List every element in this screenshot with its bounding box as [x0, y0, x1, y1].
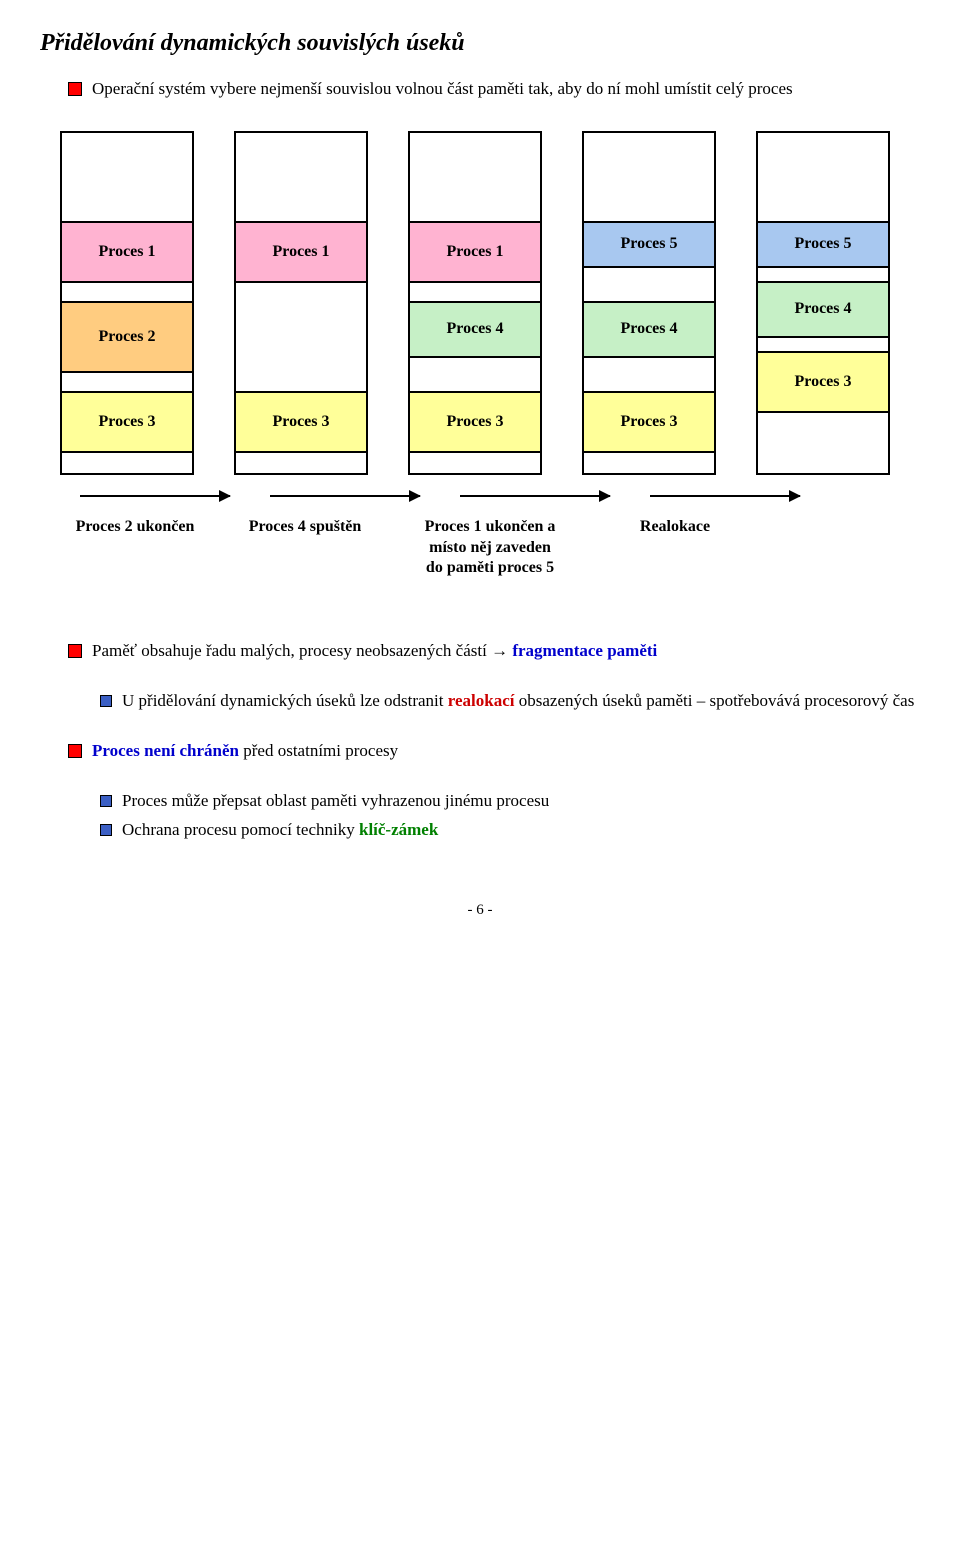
memory-block: [62, 133, 192, 223]
bullet-subitem: U přidělování dynamických úseků lze odst…: [100, 689, 920, 713]
bullet-text: Paměť obsahuje řadu malých, procesy neob…: [92, 639, 657, 663]
memory-column: Proces 1 Proces 4 Proces 3: [408, 131, 542, 475]
arrow-icon: [650, 495, 800, 497]
bullet-item: Proces není chráněn před ostatními proce…: [68, 739, 920, 763]
arrow-labels-row: Proces 2 ukončenProces 4 spuštěnProces 1…: [50, 517, 920, 579]
memory-block: [62, 283, 192, 303]
memory-block: Proces 1: [410, 223, 540, 283]
memory-block: [758, 338, 888, 353]
memory-column: Proces 1 Proces 3: [234, 131, 368, 475]
memory-block: Proces 3: [758, 353, 888, 413]
memory-block: [410, 358, 540, 393]
memory-diagram: Proces 1 Proces 2 Proces 3 Proces 1 Proces 3…: [60, 131, 920, 475]
bullet-subitem: Ochrana procesu pomocí techniky klíč-zám…: [100, 818, 920, 842]
memory-block: [758, 268, 888, 283]
memory-block: [584, 133, 714, 223]
memory-column: Proces 5 Proces 4 Proces 3: [756, 131, 890, 475]
arrow-cell: [80, 495, 230, 497]
bullet-item: Paměť obsahuje řadu malých, procesy neob…: [68, 639, 920, 663]
memory-block: [758, 413, 888, 473]
memory-block: [236, 283, 366, 393]
memory-block: Proces 1: [236, 223, 366, 283]
bullet-item: Operační systém vybere nejmenší souvislo…: [68, 77, 920, 101]
bullet-icon: [68, 744, 82, 758]
arrow-cell: [650, 495, 800, 497]
memory-block: [62, 373, 192, 393]
arrow-label: Proces 4 spuštěn: [220, 517, 390, 579]
memory-block: [236, 133, 366, 223]
memory-block: [410, 283, 540, 303]
arrow-label: Proces 1 ukončen a místo něj zaveden do …: [390, 517, 590, 579]
memory-block: [62, 453, 192, 473]
arrow-label: Realokace: [590, 517, 760, 579]
arrow-label: Proces 2 ukončen: [50, 517, 220, 579]
memory-block: [410, 133, 540, 223]
arrows-row: [80, 495, 920, 497]
memory-block: Proces 5: [758, 223, 888, 268]
bullet-subitem: Proces může přepsat oblast paměti vyhraz…: [100, 789, 920, 813]
arrow-cell: [460, 495, 610, 497]
bullet-text: Proces není chráněn před ostatními proce…: [92, 739, 398, 763]
bullet-text: U přidělování dynamických úseků lze odst…: [122, 689, 914, 713]
memory-block: Proces 5: [584, 223, 714, 268]
bullet-icon: [100, 824, 112, 836]
arrow-icon: [460, 495, 610, 497]
memory-block: [584, 453, 714, 473]
bullet-icon: [100, 795, 112, 807]
memory-block: Proces 4: [410, 303, 540, 358]
bullet-icon: [68, 644, 82, 658]
memory-block: [410, 453, 540, 473]
memory-block: Proces 4: [758, 283, 888, 338]
memory-block: [584, 268, 714, 303]
memory-block: Proces 1: [62, 223, 192, 283]
memory-block: Proces 3: [62, 393, 192, 453]
page-number: - 6 -: [40, 902, 920, 919]
bullet-text: Ochrana procesu pomocí techniky klíč-zám…: [122, 818, 438, 842]
page-title: Přidělování dynamických souvislých úseků: [40, 30, 920, 57]
bullet-icon: [68, 82, 82, 96]
bullet-text: Proces může přepsat oblast paměti vyhraz…: [122, 789, 549, 813]
arrow-icon: [80, 495, 230, 497]
memory-block: [758, 133, 888, 223]
bullet-icon: [100, 695, 112, 707]
memory-block: Proces 2: [62, 303, 192, 373]
memory-column: Proces 5 Proces 4 Proces 3: [582, 131, 716, 475]
arrow-cell: [270, 495, 420, 497]
memory-block: Proces 4: [584, 303, 714, 358]
arrow-icon: [270, 495, 420, 497]
memory-block: [584, 358, 714, 393]
memory-block: Proces 3: [410, 393, 540, 453]
memory-block: [236, 453, 366, 473]
bullet-text: Operační systém vybere nejmenší souvislo…: [92, 77, 793, 101]
memory-column: Proces 1 Proces 2 Proces 3: [60, 131, 194, 475]
memory-block: Proces 3: [584, 393, 714, 453]
memory-block: Proces 3: [236, 393, 366, 453]
